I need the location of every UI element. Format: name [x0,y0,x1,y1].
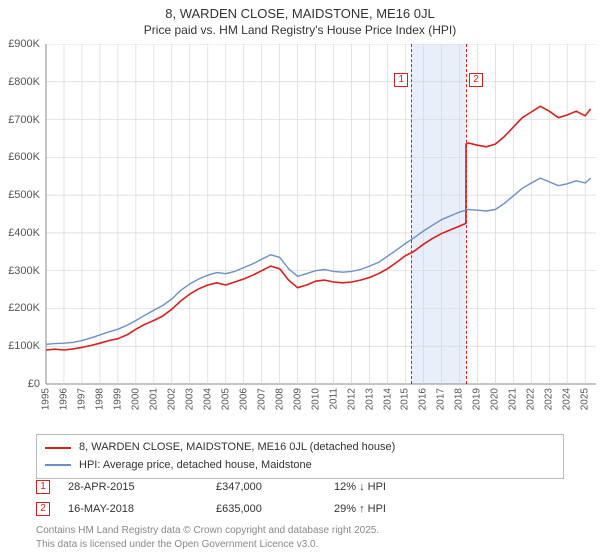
x-tick-label: 2017 [436,388,447,410]
chart-area: £0£100K£200K£300K£400K£500K£600K£700K£80… [6,44,596,420]
x-tick-label: 2022 [526,388,537,410]
sale-delta: 12% ↓ HPI [334,481,454,493]
y-tick-label: £600K [0,151,40,163]
x-tick-label: 2015 [400,388,411,410]
series-line-0 [46,106,591,350]
y-tick-label: £500K [0,189,40,201]
chart-svg [6,44,598,386]
title-block: 8, WARDEN CLOSE, MAIDSTONE, ME16 0JL Pri… [0,0,600,37]
x-tick-label: 1998 [94,388,105,410]
legend: 8, WARDEN CLOSE, MAIDSTONE, ME16 0JL (de… [36,434,564,479]
x-tick-label: 2011 [328,388,339,410]
y-tick-label: £0 [0,378,40,390]
y-tick-label: £100K [0,340,40,352]
chart-subtitle: Price paid vs. HM Land Registry's House … [0,23,600,37]
x-tick-label: 2001 [148,388,159,410]
y-tick-label: £900K [0,38,40,50]
x-tick-label: 2006 [238,388,249,410]
x-tick-label: 2004 [202,388,213,410]
x-tick-label: 2025 [580,388,591,410]
sale-delta: 29% ↑ HPI [334,503,454,515]
x-tick-label: 2016 [418,388,429,410]
x-tick-label: 2014 [382,388,393,410]
legend-label: 8, WARDEN CLOSE, MAIDSTONE, ME16 0JL (de… [79,439,395,457]
sale-price: £347,000 [216,481,316,493]
sale-row: 2 16-MAY-2018 £635,000 29% ↑ HPI [36,498,564,520]
sale-price: £635,000 [216,503,316,515]
y-tick-label: £200K [0,302,40,314]
x-tick-label: 2008 [274,388,285,410]
y-tick-label: £700K [0,114,40,126]
legend-item: HPI: Average price, detached house, Maid… [45,457,555,475]
x-tick-label: 1996 [58,388,69,410]
x-tick-label: 2019 [472,388,483,410]
x-tick-label: 2002 [166,388,177,410]
x-tick-label: 2010 [310,388,321,410]
x-tick-label: 2021 [508,388,519,410]
series-line-1 [46,178,591,344]
sale-row-marker: 2 [36,502,50,516]
footer-line-1: Contains HM Land Registry data © Crown c… [36,524,379,538]
sale-date: 16-MAY-2018 [68,503,198,515]
x-tick-label: 2003 [184,388,195,410]
sale-marker-flag: 2 [469,73,483,87]
x-tick-label: 2000 [130,388,141,410]
chart-container: 8, WARDEN CLOSE, MAIDSTONE, ME16 0JL Pri… [0,0,600,560]
y-tick-label: £400K [0,227,40,239]
legend-swatch [45,447,71,449]
y-tick-label: £300K [0,265,40,277]
x-tick-label: 2018 [454,388,465,410]
x-tick-label: 1997 [76,388,87,410]
footer-line-2: This data is licensed under the Open Gov… [36,538,379,552]
legend-item: 8, WARDEN CLOSE, MAIDSTONE, ME16 0JL (de… [45,439,555,457]
x-tick-label: 1999 [112,388,123,410]
chart-title: 8, WARDEN CLOSE, MAIDSTONE, ME16 0JL [0,6,600,21]
x-tick-label: 2024 [562,388,573,410]
y-tick-label: £800K [0,76,40,88]
sale-row: 1 28-APR-2015 £347,000 12% ↓ HPI [36,476,564,498]
legend-swatch [45,464,71,466]
x-tick-label: 2007 [256,388,267,410]
sale-date: 28-APR-2015 [68,481,198,493]
legend-label: HPI: Average price, detached house, Maid… [79,457,312,475]
sale-row-marker: 1 [36,480,50,494]
x-tick-label: 2012 [346,388,357,410]
x-tick-label: 2013 [364,388,375,410]
sales-table: 1 28-APR-2015 £347,000 12% ↓ HPI 2 16-MAY-201… [36,476,564,520]
footer: Contains HM Land Registry data © Crown c… [36,524,379,551]
sale-marker-line [411,44,412,384]
x-tick-label: 1995 [41,388,52,410]
x-tick-label: 2023 [544,388,555,410]
x-tick-label: 2005 [220,388,231,410]
sale-marker-line [466,44,467,384]
x-tick-label: 2009 [292,388,303,410]
sale-marker-flag: 1 [394,73,408,87]
x-tick-label: 2020 [490,388,501,410]
